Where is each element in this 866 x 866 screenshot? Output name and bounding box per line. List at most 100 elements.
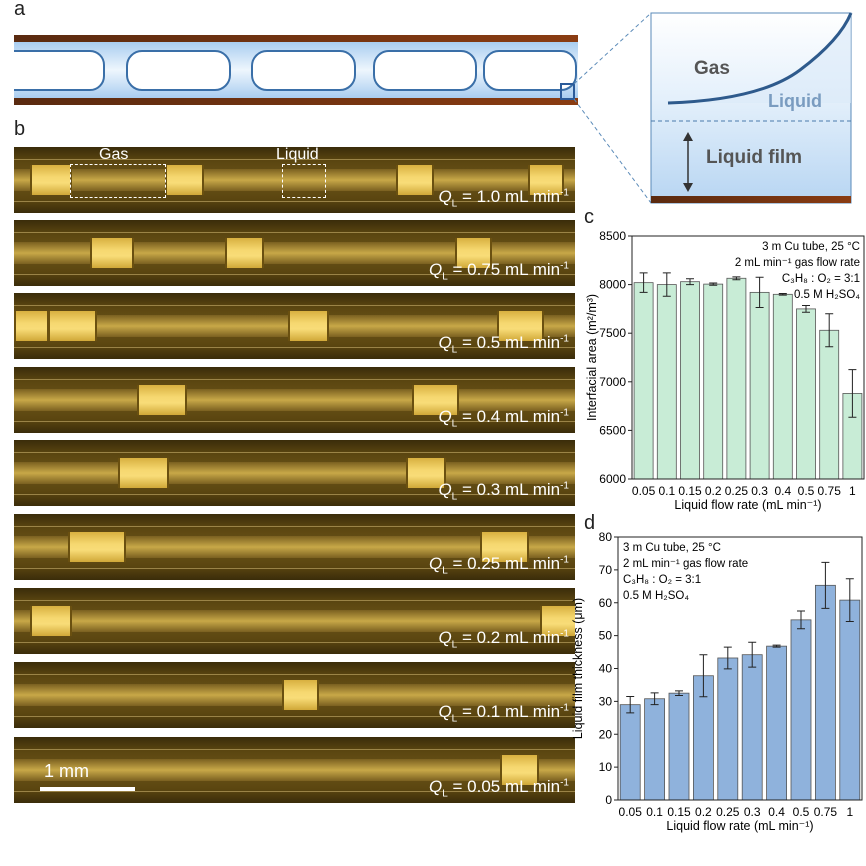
x-tick-label: 0.4 [768,805,785,819]
x-tick-label: 0.75 [814,805,838,819]
condition-annotation: 0.5 M H₂SO₄ [623,590,689,602]
y-tick-label: 0 [605,793,612,807]
x-tick-label: 0.05 [632,484,656,498]
bar [741,654,763,801]
gas-box-label: Gas [99,146,129,163]
error-bar [699,654,708,698]
flow-rate-label: QL = 0.5 mL min-1 [438,332,569,355]
liquid-slug [480,532,529,562]
gas-highlight-box [70,164,166,198]
error-bar [845,578,854,622]
y-tick-label: 8500 [599,229,626,243]
liquid-slug [412,385,459,415]
error-bar [748,641,757,668]
bar [633,282,654,480]
flow-rate-label: QL = 0.2 mL min-1 [438,627,569,650]
bar [644,698,666,801]
error-bar [778,293,787,296]
x-axis-label: Liquid flow rate (mL min⁻¹) [674,498,821,512]
y-tick-label: 7000 [599,375,626,389]
x-tick-label: 1 [846,805,853,819]
x-tick-label: 0.4 [774,484,791,498]
bar [668,692,690,801]
tube-wall-top [14,35,578,42]
bar [717,657,739,801]
condition-annotation: C₃H₈ : O₂ = 3:1 [782,273,860,285]
error-bar [732,276,741,281]
slug-flow-schematic [14,12,853,204]
x-tick-label: 0.25 [725,484,749,498]
liquid-slug [540,606,575,636]
flow-rate-label: QL = 0.75 mL min-1 [428,259,569,282]
error-bar [848,369,857,418]
bar [656,284,677,480]
y-tick-label: 60 [599,596,613,610]
flow-rate-label: QL = 1.0 mL min-1 [438,186,569,209]
micrograph-strip: QL = 0.25 mL min-1 [14,514,575,580]
error-bar [821,561,830,609]
panel-label-c: c [584,206,594,228]
x-tick-label: 0.1 [658,484,675,498]
panel-label-d: d [584,512,596,534]
zoom-region-marker [560,83,575,100]
bar [819,329,840,480]
liquid-slug [528,165,564,195]
x-tick-label: 0.3 [751,484,768,498]
bar [619,704,641,801]
micrograph-strip: QL = 0.2 mL min-1 [14,588,575,654]
condition-annotation: 0.5 M H₂SO₄ [794,289,860,301]
film-thickness-chart: 0.05 0.1 0.15 0.2 0.25 0.3 0.4 0.5 0.75 101020304… [571,530,863,833]
liquid-slug [14,311,49,341]
flow-rate-label: QL = 0.4 mL min-1 [438,406,569,429]
x-tick-label: 0.3 [744,805,761,819]
gas-liquid-interface [667,12,853,105]
liquid-slug [165,165,204,195]
condition-annotation: 2 mL min⁻¹ gas flow rate [623,558,748,570]
x-tick-label: 0.75 [818,484,842,498]
micrograph-strip: QL = 0.5 mL min-1 [14,293,575,359]
liquid-highlight-box [282,164,326,198]
scale-bar [40,787,135,791]
micrograph-strip: QL = 0.05 mL min-1 [14,737,575,803]
inset-liquid-film-label: Liquid film [706,147,803,168]
bar [772,293,793,480]
y-tick-label: 6000 [599,472,626,486]
liquid-slug [48,311,97,341]
error-bar [802,304,810,313]
liquid-slug [137,385,187,415]
y-tick-label: 40 [599,662,613,676]
flow-rate-label: QL = 0.05 mL min-1 [428,776,569,799]
error-bar [755,276,764,308]
x-tick-label: 0.5 [793,805,810,819]
interfacial-area-chart: 0.05 0.1 0.15 0.2 0.25 0.3 0.4 0.5 0.75 1 6000 6500… [585,229,865,512]
y-tick-label: 8000 [599,278,626,292]
x-tick-label: 0.5 [798,484,815,498]
bar [680,281,700,480]
liquid-slug [500,755,539,785]
bar [766,645,788,801]
error-bar [650,692,659,706]
y-tick-label: 50 [599,629,613,643]
y-axis-label: Liquid film thickness (μm) [571,598,585,739]
flow-rate-label: QL = 0.1 mL min-1 [438,701,569,724]
liquid-slug [30,165,72,195]
bar [703,283,724,480]
x-tick-label: 0.15 [678,484,702,498]
micrograph-strip: QL = 1.0 mL min-1 [14,147,575,213]
liquid-slug [68,532,126,562]
y-tick-label: 80 [599,530,613,544]
x-tick-label: 0.15 [667,805,691,819]
y-tick-label: 10 [599,760,613,774]
inset-liquid-label: Liquid [768,91,822,111]
error-bar [626,695,635,714]
y-tick-label: 20 [599,727,613,741]
bar [796,308,816,480]
x-tick-label: 0.2 [705,484,722,498]
liquid-box-label: Liquid [276,146,319,163]
x-tick-label: 1 [849,484,856,498]
x-axis-label: Liquid flow rate (mL min⁻¹) [666,819,813,833]
x-tick-label: 0.05 [619,805,643,819]
micrograph-strip: QL = 0.1 mL min-1 [14,662,575,728]
tube-wall-bottom [14,98,578,105]
